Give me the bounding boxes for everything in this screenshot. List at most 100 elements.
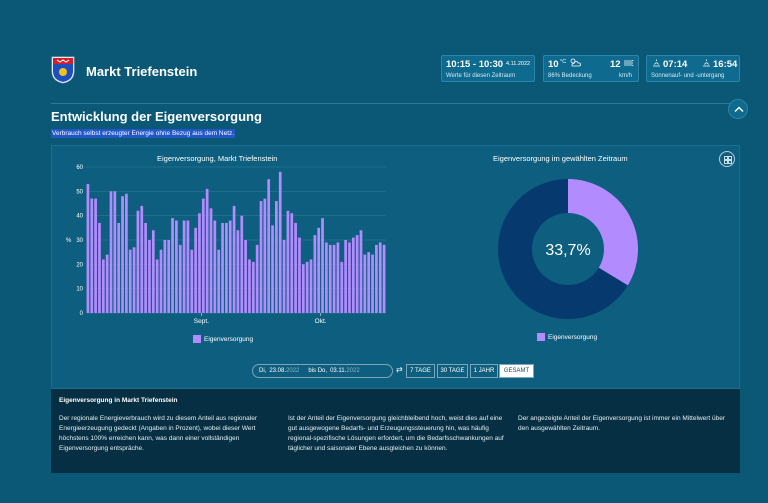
chart-options-button[interactable] — [719, 151, 735, 167]
bar[interactable] — [321, 218, 324, 313]
bar[interactable] — [282, 240, 286, 313]
bar-legend[interactable]: Eigenversorgung — [193, 335, 253, 343]
bar[interactable] — [105, 254, 109, 313]
bar[interactable] — [298, 237, 301, 313]
bar[interactable] — [225, 222, 228, 313]
bar[interactable] — [101, 259, 105, 313]
bar[interactable] — [348, 242, 351, 313]
bar[interactable] — [267, 179, 271, 313]
bar[interactable] — [117, 222, 121, 313]
bar[interactable] — [167, 240, 171, 313]
donut-legend[interactable]: Eigenversorgung — [537, 333, 597, 341]
bar[interactable] — [313, 235, 317, 313]
bar[interactable] — [232, 205, 236, 313]
donut-chart: 33,7% — [498, 179, 638, 319]
collapse-button[interactable] — [728, 99, 748, 119]
bar[interactable] — [359, 230, 363, 313]
bar[interactable] — [178, 244, 182, 313]
x-tick-label: Sept. — [194, 318, 209, 325]
to-date[interactable]: 03.11. — [330, 368, 347, 374]
sun-info-box: 07:14 16:54 Sonnenauf- und -untergang — [646, 55, 740, 82]
bar[interactable] — [336, 242, 340, 313]
bar[interactable] — [155, 259, 159, 313]
bar[interactable] — [271, 225, 274, 313]
bar[interactable] — [217, 249, 221, 313]
swap-icon[interactable]: ⇄ — [396, 365, 403, 374]
bar[interactable] — [144, 222, 147, 313]
bar[interactable] — [263, 198, 267, 313]
range-7-days-button[interactable]: 7 TAGE — [406, 364, 435, 378]
bar[interactable] — [309, 259, 313, 313]
bar[interactable] — [228, 220, 232, 313]
bar[interactable] — [194, 227, 197, 313]
header: Markt Triefenstein 10:15 - 10:30 4.11.20… — [0, 0, 768, 95]
bar[interactable] — [175, 220, 178, 313]
x-tick-label: Okt. — [315, 318, 327, 325]
bar[interactable] — [355, 235, 359, 313]
donut-slice-eigenversorgung[interactable] — [568, 179, 638, 286]
bar[interactable] — [344, 240, 347, 313]
range-total-button[interactable]: GESAMT — [499, 364, 534, 378]
bar[interactable] — [351, 237, 355, 313]
bar[interactable] — [113, 191, 117, 313]
info-text-3: Der angezeigte Anteil der Eigenversorgun… — [518, 415, 726, 432]
bar[interactable] — [209, 208, 213, 313]
bar[interactable] — [286, 210, 290, 313]
bar[interactable] — [248, 259, 251, 313]
bar[interactable] — [98, 222, 101, 313]
bar[interactable] — [136, 210, 140, 313]
bar[interactable] — [140, 205, 144, 313]
bar[interactable] — [94, 198, 97, 313]
bar[interactable] — [340, 261, 344, 313]
bar[interactable] — [201, 198, 205, 313]
bar[interactable] — [317, 227, 321, 313]
bar[interactable] — [382, 244, 386, 313]
date-range-picker[interactable]: Di, 23.08. 2022 bis Do, 03.11. 2022 — [252, 364, 393, 378]
bar[interactable] — [363, 254, 367, 313]
bar[interactable] — [198, 213, 201, 313]
range-1-year-button[interactable]: 1 JAHR — [470, 364, 498, 378]
bar[interactable] — [148, 240, 151, 313]
bar[interactable] — [90, 198, 94, 313]
bar[interactable] — [190, 249, 194, 313]
range-30-days-button[interactable]: 30 TAGE — [437, 364, 468, 378]
cloud-cover: 86% Bedeckung — [548, 73, 592, 79]
bar[interactable] — [236, 230, 240, 313]
bar[interactable] — [375, 244, 378, 313]
bar[interactable] — [251, 261, 255, 313]
bar[interactable] — [367, 252, 371, 313]
bar[interactable] — [275, 201, 278, 313]
bar[interactable] — [325, 242, 328, 313]
bar[interactable] — [301, 264, 305, 313]
bar[interactable] — [205, 188, 209, 313]
bar[interactable] — [125, 193, 128, 313]
bar[interactable] — [244, 240, 247, 313]
bar[interactable] — [163, 240, 167, 313]
bar[interactable] — [182, 220, 186, 313]
bar[interactable] — [221, 222, 224, 313]
bar[interactable] — [151, 230, 155, 313]
bar[interactable] — [290, 213, 294, 313]
bar[interactable] — [328, 244, 332, 313]
bar[interactable] — [278, 171, 282, 313]
bar[interactable] — [171, 218, 174, 313]
donut-slice-rest[interactable] — [498, 179, 628, 319]
bar[interactable] — [378, 242, 382, 313]
bar[interactable] — [371, 254, 374, 313]
bar[interactable] — [159, 249, 163, 313]
bar[interactable] — [128, 249, 132, 313]
bar[interactable] — [255, 244, 259, 313]
bar[interactable] — [186, 220, 190, 313]
bar[interactable] — [121, 196, 124, 313]
donut-chart-title: Eigenversorgung im gewählten Zeitraum — [493, 154, 628, 163]
bar[interactable] — [305, 261, 309, 313]
bar[interactable] — [259, 201, 263, 313]
bar[interactable] — [86, 184, 90, 313]
from-date[interactable]: 23.08. — [269, 368, 287, 374]
bar[interactable] — [332, 244, 336, 313]
bar[interactable] — [213, 220, 217, 313]
bar[interactable] — [132, 247, 136, 313]
bar[interactable] — [240, 215, 244, 313]
bar[interactable] — [109, 191, 113, 313]
bar[interactable] — [294, 222, 297, 313]
